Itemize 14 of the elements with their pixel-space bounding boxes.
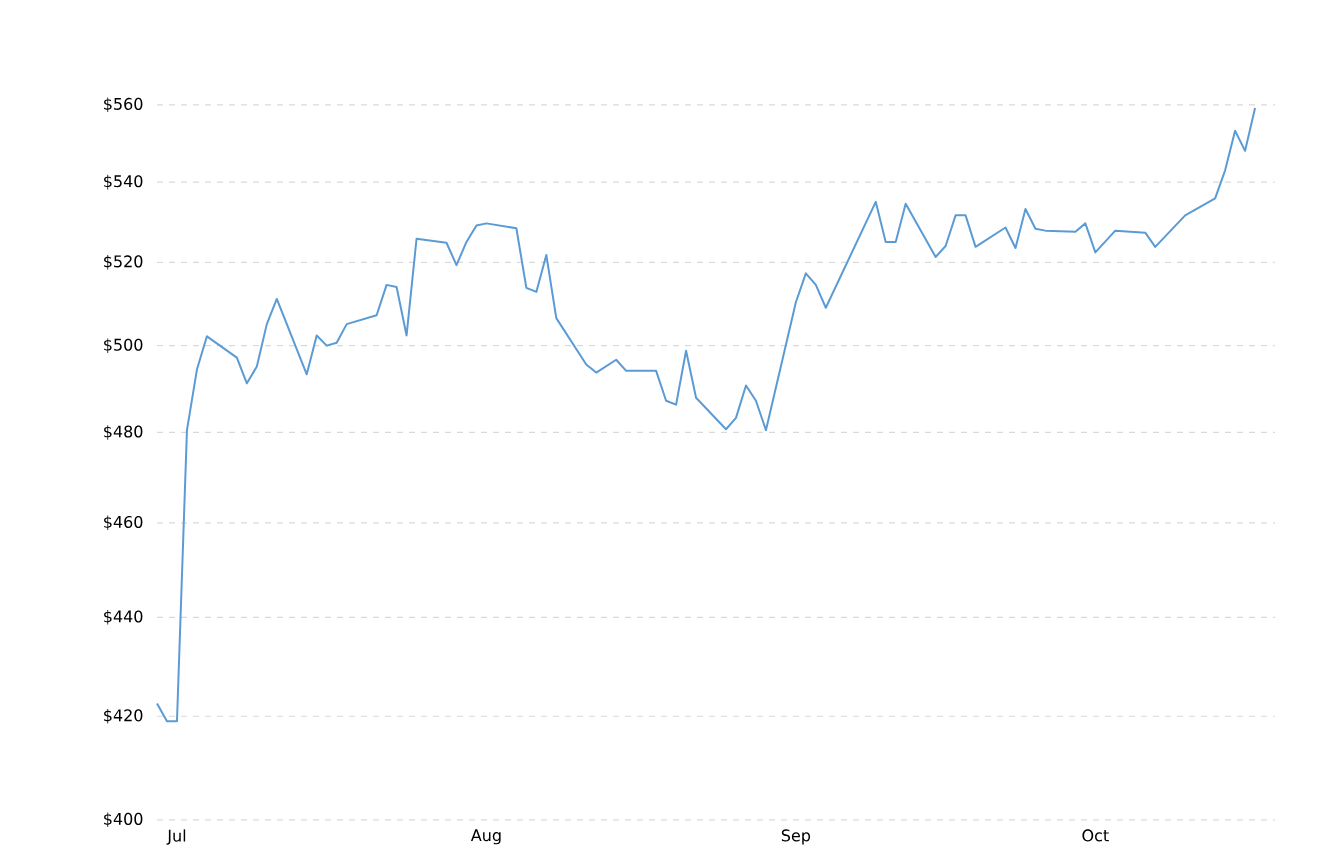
y-tick-label: $560 xyxy=(104,97,143,113)
y-tick-label: $440 xyxy=(104,610,143,625)
y-tick-label: $420 xyxy=(104,709,143,724)
y-tick-label: $520 xyxy=(104,255,143,270)
y-tick-label: $480 xyxy=(104,425,143,440)
x-tick-label: Sep xyxy=(781,829,811,845)
x-tick-label: Aug xyxy=(470,829,501,845)
line-series xyxy=(156,106,1257,723)
x-tick-label: Jul xyxy=(166,829,186,845)
y-tick-label: $400 xyxy=(104,812,143,828)
y-tick-label: $500 xyxy=(104,338,143,353)
x-tick-label: Oct xyxy=(1082,829,1109,842)
y-tick-label: $460 xyxy=(104,515,143,531)
y-tick-label: $540 xyxy=(104,174,143,190)
